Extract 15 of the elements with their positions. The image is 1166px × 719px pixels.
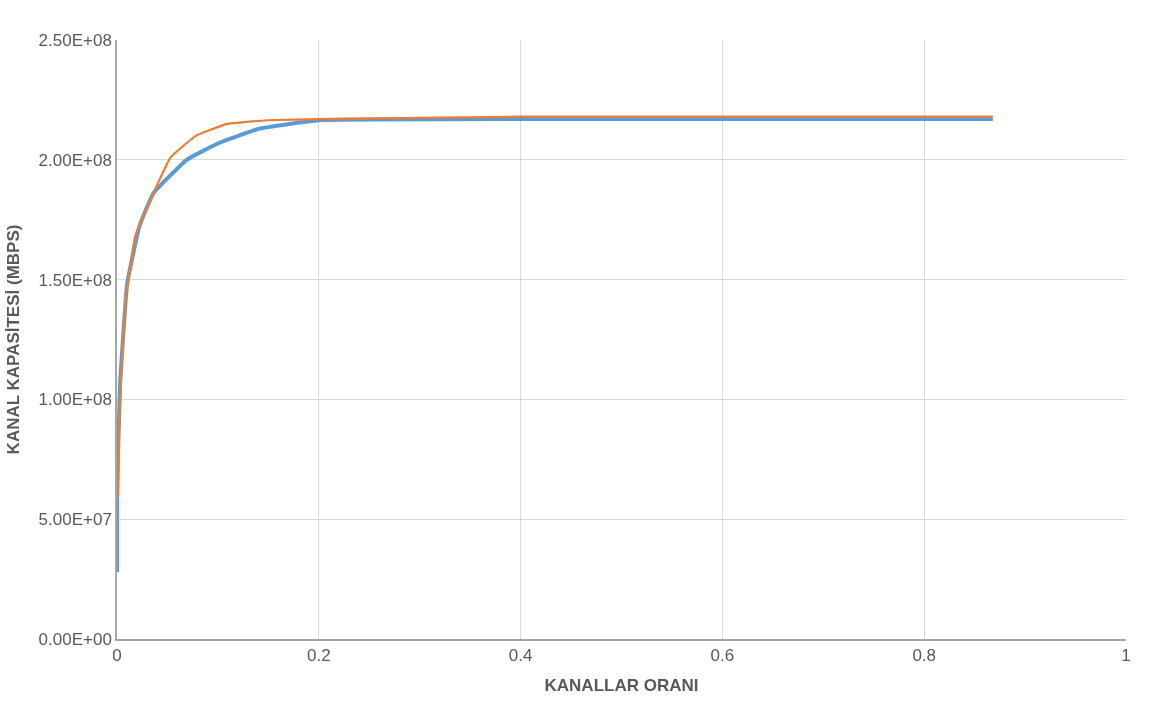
y-tick-label: 1.50E+08 xyxy=(38,270,112,290)
y-tick-label: 1.00E+08 xyxy=(38,390,112,410)
line-series xyxy=(117,115,994,499)
x-tick-label: 0.2 xyxy=(306,646,331,666)
x-tick-label: 0 xyxy=(112,646,122,666)
x-axis-title: KANALLAR ORANI xyxy=(544,676,699,696)
y-tick-label: 2.00E+08 xyxy=(38,150,112,170)
y-tick-label: 2.50E+08 xyxy=(38,30,112,50)
y-axis-title: KANAL KAPASİTESİ (MBPS) xyxy=(3,224,23,455)
x-tick-label: 0.4 xyxy=(508,646,533,666)
x-tick-label: 0.6 xyxy=(710,646,735,666)
x-tick-label: 1 xyxy=(1121,646,1131,666)
y-tick-label: 5.00E+07 xyxy=(38,510,112,530)
y-tick-label: 0.00E+00 xyxy=(38,629,112,649)
x-tick-label: 0.8 xyxy=(912,646,937,666)
